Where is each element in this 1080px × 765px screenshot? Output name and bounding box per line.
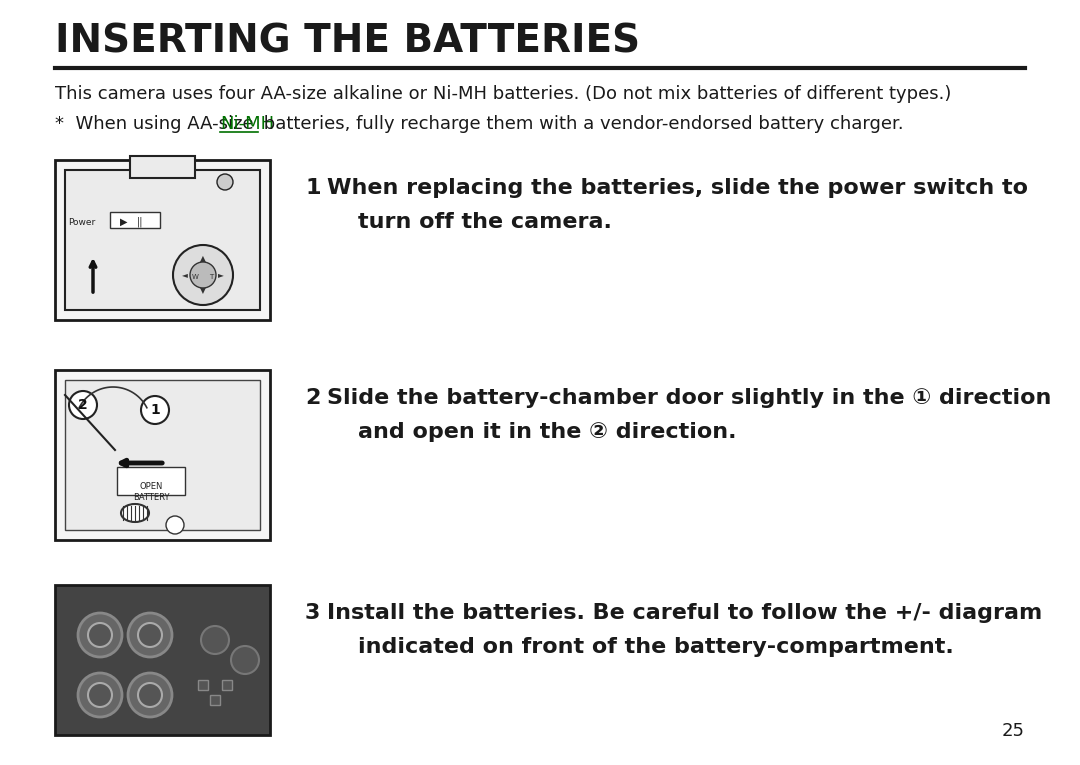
Circle shape <box>87 623 112 647</box>
Text: OPEN
BATTERY: OPEN BATTERY <box>133 482 170 502</box>
Bar <box>210 695 220 705</box>
Bar <box>55 160 270 320</box>
Circle shape <box>78 673 122 717</box>
Text: Install the batteries. Be careful to follow the +/- diagram: Install the batteries. Be careful to fol… <box>327 603 1042 623</box>
Text: turn off the camera.: turn off the camera. <box>327 212 612 232</box>
Text: Slide the battery-chamber door slightly in the ① direction: Slide the battery-chamber door slightly … <box>327 388 1051 408</box>
Text: This camera uses four AA-size alkaline or Ni-MH batteries. (Do not mix batteries: This camera uses four AA-size alkaline o… <box>55 85 951 103</box>
Circle shape <box>166 516 184 534</box>
Circle shape <box>138 683 162 707</box>
Text: Power: Power <box>68 218 95 227</box>
Text: 2: 2 <box>305 388 321 408</box>
Bar <box>117 467 185 495</box>
Circle shape <box>129 673 172 717</box>
Text: ||: || <box>137 216 144 227</box>
Text: 3: 3 <box>305 603 321 623</box>
Text: 1: 1 <box>150 403 160 417</box>
Circle shape <box>87 683 112 707</box>
Bar <box>198 680 208 690</box>
Text: indicated on front of the battery-compartment.: indicated on front of the battery-compar… <box>327 637 954 657</box>
Text: ▲: ▲ <box>200 255 206 263</box>
Bar <box>222 680 232 690</box>
Text: ▼: ▼ <box>200 287 206 295</box>
Circle shape <box>141 396 168 424</box>
Text: Ni-MH: Ni-MH <box>220 115 274 133</box>
Text: and open it in the ② direction.: and open it in the ② direction. <box>327 422 737 442</box>
Text: 1: 1 <box>305 178 321 198</box>
Text: W: W <box>191 274 199 280</box>
Bar <box>55 585 270 735</box>
Circle shape <box>201 626 229 654</box>
Bar <box>65 380 260 530</box>
Bar <box>110 212 160 228</box>
Circle shape <box>138 623 162 647</box>
Bar <box>130 156 195 178</box>
Text: batteries, fully recharge them with a vendor-endorsed battery charger.: batteries, fully recharge them with a ve… <box>257 115 903 133</box>
Text: T: T <box>208 274 213 280</box>
Text: *  When using AA-size: * When using AA-size <box>55 115 259 133</box>
Text: 2: 2 <box>78 398 87 412</box>
Text: INSERTING THE BATTERIES: INSERTING THE BATTERIES <box>55 22 640 60</box>
Circle shape <box>69 391 97 419</box>
Text: When replacing the batteries, slide the power switch to: When replacing the batteries, slide the … <box>327 178 1028 198</box>
Circle shape <box>173 245 233 305</box>
Text: ►: ► <box>218 271 224 279</box>
Circle shape <box>231 646 259 674</box>
Circle shape <box>129 613 172 657</box>
Circle shape <box>217 174 233 190</box>
Text: ▶: ▶ <box>120 217 127 227</box>
Bar <box>55 370 270 540</box>
Ellipse shape <box>121 504 149 522</box>
Circle shape <box>78 613 122 657</box>
Text: ◄: ◄ <box>183 271 188 279</box>
Text: 25: 25 <box>1002 722 1025 740</box>
Circle shape <box>190 262 216 288</box>
Bar <box>65 170 260 310</box>
